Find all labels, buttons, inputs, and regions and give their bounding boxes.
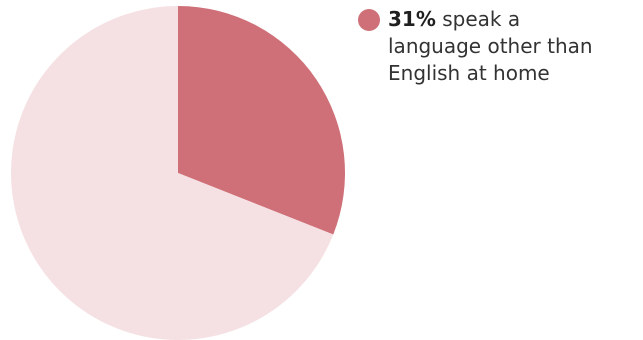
pie-chart <box>11 6 345 340</box>
legend-text: 31% speak a language other than English … <box>358 6 643 87</box>
legend-swatch <box>358 9 380 31</box>
pie-slice-1 <box>11 6 334 340</box>
legend-value: 31% <box>388 7 436 31</box>
legend: 31% speak a language other than English … <box>358 6 643 87</box>
legend-label-line-3: English at home <box>388 61 550 85</box>
pie-slices <box>11 6 345 340</box>
legend-label-line-1: speak a <box>442 7 521 31</box>
legend-label-line-2: language other than <box>388 34 593 58</box>
pie-slice-0 <box>178 6 345 235</box>
